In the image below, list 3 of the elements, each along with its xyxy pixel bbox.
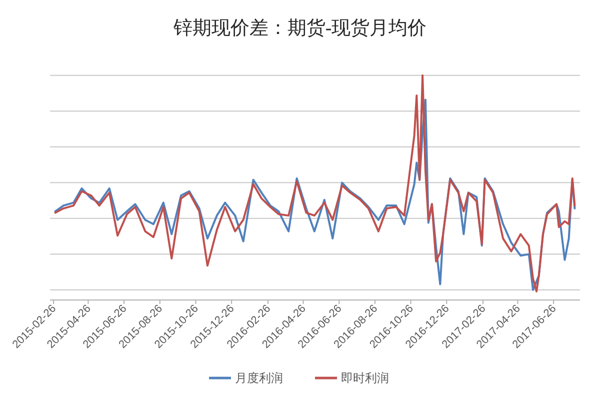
legend-label: 月度利润 — [235, 371, 283, 385]
title: 锌期现价差：期货-现货月均价 — [173, 18, 427, 39]
legend-label: 即时利润 — [341, 371, 389, 385]
